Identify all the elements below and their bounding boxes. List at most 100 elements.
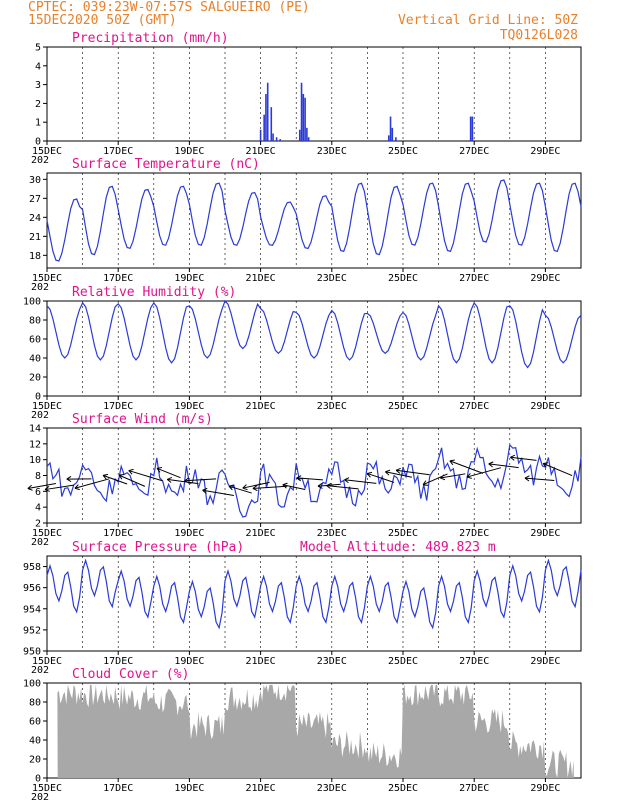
wind-arrow-shaft (542, 463, 573, 477)
wind-arrow-head (317, 482, 323, 489)
x-tick-label: 29DEC (530, 656, 560, 667)
wind-arrow-head (326, 483, 332, 490)
header-datetime: 15DEC2020 50Z (GMT) (28, 13, 177, 28)
precip-bar (265, 94, 267, 141)
wind-arrow (118, 473, 146, 487)
x-tick-label: 21DEC (246, 528, 276, 539)
wind-arrow (466, 467, 502, 479)
wind-arrow-head (184, 477, 190, 484)
panel-pres: 950 952 954 956 958 15DEC 17DEC 19DEC 21DEC 23DEC… (23, 540, 582, 676)
y-tick-label: 100 (23, 297, 41, 308)
x-tick-label: 23DEC (317, 273, 347, 284)
precip-bar (306, 127, 308, 141)
wind-arrow (242, 481, 270, 491)
wind-arrow-head (252, 485, 258, 492)
y-tick-label: 14 (29, 424, 41, 435)
x-tick-label: 19DEC (174, 401, 204, 412)
wind-arrow (449, 459, 484, 474)
header-location: CPTEC: 039:23W-07:57S SALGUEIRO (PE) (28, 0, 310, 15)
panel-annotation: Model Altitude: 489.823 m (300, 540, 496, 555)
wind-arrow-shaft (74, 478, 110, 489)
wind-arrow (156, 467, 181, 479)
wind-arrow-head (385, 469, 391, 476)
wind-arrow-head (242, 484, 248, 491)
wind-arrow-shaft (252, 485, 288, 489)
x-tick-label: 25DEC (388, 656, 418, 667)
y-tick-label: 2 (35, 519, 41, 530)
wind-arrow-shaft (184, 478, 217, 482)
wind-arrow-shaft (385, 471, 413, 478)
x-tick-label: 23DEC (317, 656, 347, 667)
x-tick-label: 23DEC (317, 783, 347, 794)
panel-precip: 0 1 2 3 4 5 15DEC 17DEC 19DEC 21DEC 23DEC 25DEC 27DE… (31, 31, 582, 166)
year-fragment: 202 (31, 282, 49, 293)
panel-cloud: 0 20 40 60 80 100 15DEC 17DEC 19DEC 21DEC 23DEC 25D… (23, 667, 582, 800)
plot-frame (46, 555, 582, 652)
y-tick-label: 8 (35, 471, 41, 482)
wind-arrow (524, 475, 555, 482)
wind-arrow-shaft (344, 479, 377, 484)
y-tick-label: 0 (35, 774, 41, 785)
precip-bar (302, 94, 305, 141)
wind-arrow-shaft (449, 460, 484, 474)
wind-arrow (184, 477, 217, 484)
x-tick-label: 19DEC (174, 656, 204, 667)
x-tick-label: 29DEC (530, 783, 560, 794)
wind-arrow-head (440, 474, 446, 481)
x-tick-label: 25DEC (388, 273, 418, 284)
wind-arrow (202, 487, 234, 496)
wind-arrow (542, 462, 573, 477)
wind-arrow-shaft (202, 489, 234, 496)
x-tick-label: 21DEC (246, 273, 276, 284)
y-tick-label: 6 (35, 487, 41, 498)
y-tick-label: 0 (35, 137, 41, 148)
panel-title: Precipitation (mm/h) (72, 31, 229, 46)
wind-arrow (488, 461, 519, 469)
x-tick-label: 27DEC (459, 273, 489, 284)
x-tick-label: 15DEC (32, 656, 62, 667)
plot-frame (46, 46, 582, 142)
x-tick-label: 27DEC (459, 783, 489, 794)
wind-arrow-shaft (366, 472, 395, 483)
wind-arrow-head (510, 454, 516, 461)
x-tick-label: 17DEC (103, 273, 133, 284)
x-tick-label: 21DEC (246, 656, 276, 667)
y-tick-label: 60 (29, 335, 41, 346)
precip-bar (387, 135, 390, 141)
wind-arrow (128, 468, 163, 482)
wind-arrow-head (449, 459, 455, 466)
wind-arrow (228, 484, 252, 494)
x-tick-label: 19DEC (174, 783, 204, 794)
wind-arrow (66, 476, 92, 483)
y-tick-label: 1 (35, 118, 41, 129)
wind-arrow-head (422, 480, 429, 486)
x-tick-label: 15DEC (32, 273, 62, 284)
wind-arrow-head (202, 487, 208, 494)
x-tick-label: 27DEC (459, 401, 489, 412)
wind-arrow-shaft (282, 484, 306, 490)
panel-title: Surface Pressure (hPa) (72, 540, 244, 555)
precip-bar (469, 116, 472, 141)
precip-bar (275, 137, 278, 141)
pres-series-line (46, 558, 582, 630)
wind-arrow-shaft (242, 481, 270, 489)
wind-arrow (282, 482, 306, 490)
x-tick-label: 23DEC (317, 528, 347, 539)
x-tick-label: 25DEC (388, 783, 418, 794)
wind-arrow-head (366, 471, 373, 478)
x-tick-label: 27DEC (459, 146, 489, 157)
wind-arrow-head (128, 468, 134, 475)
panel-wind: 2 4 6 8 10 12 14 15DEC 17DEC 19DEC 21DEC 23DEC 25DEC… (27, 412, 582, 548)
wind-arrow (366, 471, 395, 483)
x-tick-label: 19DEC (174, 146, 204, 157)
wind-arrow-head (118, 473, 125, 480)
x-tick-label: 15DEC (32, 401, 62, 412)
x-tick-label: 25DEC (388, 401, 418, 412)
wind-arrow-shaft (118, 474, 146, 487)
x-tick-label: 27DEC (459, 656, 489, 667)
y-tick-label: 30 (29, 175, 41, 186)
wind-arrow (510, 454, 537, 461)
year-fragment: 202 (31, 665, 49, 676)
x-tick-label: 17DEC (103, 656, 133, 667)
